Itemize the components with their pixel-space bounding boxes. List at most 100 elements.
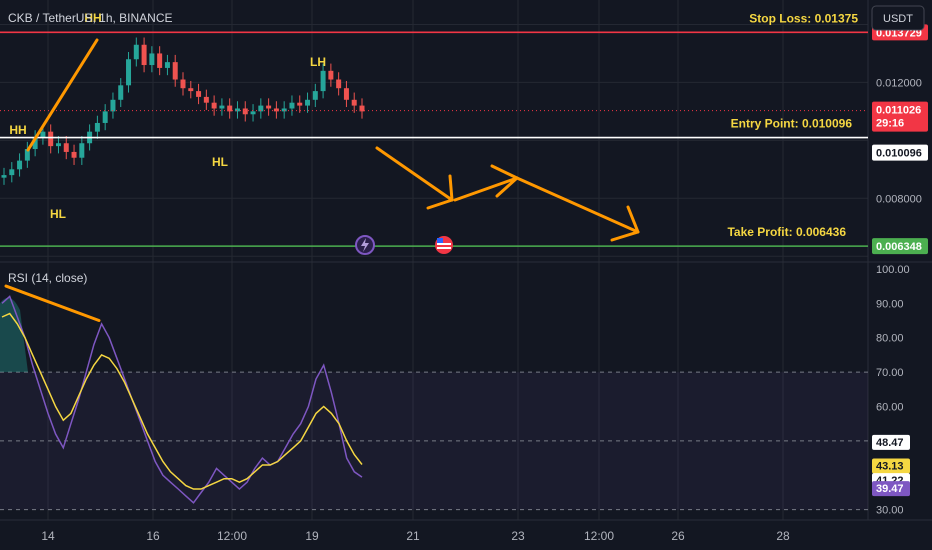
currency-button[interactable]: [871, 5, 925, 31]
candle-body: [79, 143, 85, 158]
rsi-axis-tick: 60.00: [876, 401, 904, 413]
time-axis-tick: 23: [511, 529, 525, 543]
candle-body: [320, 70, 326, 92]
currency-button-label: USDT: [883, 13, 913, 25]
rsi-title: RSI (14, close): [8, 271, 87, 285]
time-axis-tick: 19: [305, 529, 319, 543]
candle-body: [219, 105, 225, 109]
forecast-arrow: [453, 164, 519, 202]
structure-label: LH: [310, 55, 326, 69]
us-flag-icon-stripe: [437, 243, 451, 245]
candle-body: [118, 85, 124, 100]
candle-body: [40, 131, 46, 138]
structure-label: HL: [50, 207, 66, 221]
take-profit-price-badge: [872, 238, 928, 255]
rsi-axis-tick: 90.00: [876, 298, 904, 310]
candle-body: [250, 111, 256, 115]
rsi-axis-tick: 100.00: [876, 264, 910, 276]
candle-body: [71, 151, 77, 158]
candle-body: [94, 122, 100, 132]
take-profit-price-badge-text: 0.006348: [876, 241, 922, 253]
time-axis-tick: 12:00: [217, 529, 247, 543]
structure-label: HH: [9, 123, 26, 137]
candle-body: [133, 44, 139, 60]
entry-price-badge: [872, 144, 928, 161]
current-price-badge-text: 0.011026: [876, 105, 921, 117]
candle-body: [126, 59, 132, 86]
candle-body: [328, 70, 334, 80]
current-price-badge-text: 29:16: [876, 118, 904, 130]
candle-body: [48, 131, 54, 147]
forecast-arrow: [515, 176, 640, 242]
candle-body: [188, 88, 194, 92]
candle-body: [227, 105, 233, 112]
price-axis-tick: 0.008000: [876, 193, 922, 205]
rsi-axis-tick: 80.00: [876, 333, 904, 345]
us-flag-icon-canton: [437, 238, 443, 243]
rsi-axis-tick: 70.00: [876, 367, 904, 379]
rsi-line: [1, 295, 363, 504]
take-profit-label: Take Profit: 0.006436: [727, 225, 846, 239]
candle-body: [258, 105, 264, 112]
time-axis-tick: 28: [776, 529, 790, 543]
rsi-axis-tick: 30.00: [876, 505, 904, 517]
candle-body: [55, 143, 61, 147]
candle-body: [289, 102, 295, 109]
candle-body: [336, 79, 342, 89]
candle-body: [312, 91, 318, 100]
candle-body: [9, 169, 15, 176]
rsi-value-badge: [872, 458, 910, 474]
rsi-ma-line: [1, 312, 363, 490]
structure-label: HL: [212, 155, 228, 169]
time-axis-tick: 14: [41, 529, 55, 543]
candle-body: [297, 102, 303, 106]
stop-loss-label: Stop Loss: 0.01375: [749, 11, 858, 25]
price-axis-tick: 0.012000: [876, 77, 922, 89]
candle-body: [203, 96, 209, 103]
candle-body: [157, 53, 163, 68]
candle-body: [17, 160, 23, 170]
lightning-icon-glyph: [361, 238, 369, 252]
candle-body: [273, 108, 279, 112]
entry-point-label: Entry Point: 0.010096: [731, 117, 853, 131]
candle-body: [164, 62, 170, 68]
time-axis-tick: 21: [406, 529, 420, 543]
candle-body: [281, 108, 287, 112]
current-price-badge: [872, 101, 928, 132]
forecast-arrow: [448, 174, 454, 202]
rsi-divergence-line: [4, 284, 101, 322]
symbol-title: CKB / TetherUS, 1h, BINANCE: [8, 11, 173, 25]
candle-body: [234, 108, 240, 112]
rsi-value-badge-text: 48.47: [876, 437, 904, 449]
trendline-annotation: [26, 38, 99, 152]
forecast-arrow: [495, 176, 519, 198]
entry-price-badge-text: 0.010096: [876, 148, 922, 160]
forecast-arrow: [626, 205, 640, 234]
candle-body: [141, 44, 147, 66]
time-axis-tick: 16: [146, 529, 160, 543]
structure-label: HH: [84, 11, 101, 25]
candle-body: [196, 91, 202, 97]
candle-body: [305, 99, 311, 106]
candle-body: [242, 108, 248, 115]
candle-body: [110, 99, 116, 112]
candle-body: [32, 137, 38, 150]
candle-body: [343, 88, 349, 100]
candle-body: [24, 149, 30, 161]
candle-body: [180, 79, 186, 89]
candle-body: [63, 143, 69, 152]
forecast-arrow: [375, 146, 454, 210]
rsi-value-badge: [872, 481, 910, 497]
candle-body: [359, 105, 365, 112]
candle-body: [149, 53, 155, 66]
candle-body: [1, 175, 7, 178]
candle-body: [266, 105, 272, 109]
candle-body: [211, 102, 217, 109]
candle-body: [351, 99, 357, 106]
candle-body: [172, 62, 178, 80]
rsi-value-badge-text: 43.13: [876, 461, 904, 473]
time-axis-tick: 26: [671, 529, 685, 543]
us-flag-icon-stripe: [437, 247, 451, 249]
